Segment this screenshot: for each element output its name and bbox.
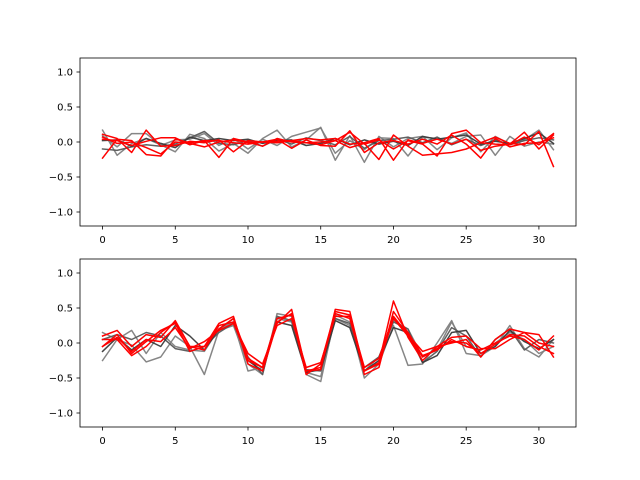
top-y-tick-label: 0.0	[57, 138, 73, 149]
bottom-x-tick-label: 15	[314, 436, 327, 447]
top-y-tick-label: −0.5	[49, 173, 73, 184]
bottom-x-tick-label: 20	[387, 436, 400, 447]
top-y-tick-label: 1.0	[57, 68, 73, 79]
bottom-series-line-8	[101, 315, 555, 369]
bottom-x-tick-label: 0	[99, 436, 105, 447]
bottom-x-tick-label: 10	[242, 436, 255, 447]
top-x-tick-label: 25	[460, 235, 473, 246]
bottom-x-tick-label: 25	[460, 436, 473, 447]
top-x-tick-label: 10	[242, 235, 255, 246]
bottom-y-tick-label: 0.5	[57, 304, 73, 315]
bottom-y-tick-label: −0.5	[49, 374, 73, 385]
top-x-axis: 0 5 10 15 20 25 30	[99, 226, 545, 246]
top-y-tick-label: −1.0	[49, 208, 73, 219]
top-series-line-5	[101, 129, 555, 168]
bottom-x-tick-label: 30	[533, 436, 546, 447]
top-x-tick-label: 15	[314, 235, 327, 246]
bottom-y-tick-label: −1.0	[49, 409, 73, 420]
bottom-x-axis: 0 5 10 15 20 25 30	[99, 427, 545, 447]
top-x-tick-label: 30	[533, 235, 546, 246]
top-x-tick-label: 20	[387, 235, 400, 246]
top-y-axis: 1.0 0.5 0.0 −0.5 −1.0	[49, 68, 80, 219]
bottom-subplot: 0 5 10 15 20 25 30 1.0 0.5 0.0 −0.5 −1.0	[49, 258, 577, 447]
top-x-tick-label: 5	[172, 235, 178, 246]
bottom-series-lines	[101, 300, 555, 383]
top-series-line-7	[101, 129, 555, 161]
top-y-tick-label: 0.5	[57, 103, 73, 114]
top-series-lines	[101, 126, 555, 168]
top-series-line-8	[101, 132, 555, 161]
bottom-y-tick-label: 0.0	[57, 339, 73, 350]
bottom-y-axis: 1.0 0.5 0.0 −0.5 −1.0	[49, 269, 80, 420]
bottom-y-tick-label: 1.0	[57, 269, 73, 280]
bottom-x-tick-label: 5	[172, 436, 178, 447]
top-subplot: 0 5 10 15 20 25 30 1.0 0.5 0.0 −0.5 −1.0	[49, 57, 577, 246]
top-x-tick-label: 0	[99, 235, 105, 246]
